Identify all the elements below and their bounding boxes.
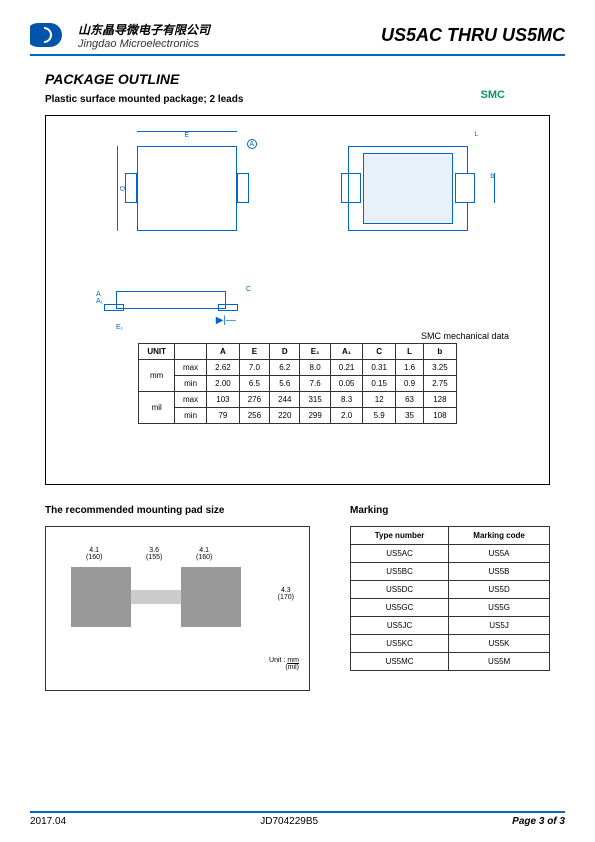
company-text: 山东晶导微电子有限公司 Jingdao Microelectronics (78, 21, 210, 50)
pad-diagram: 4.1(160) 3.6(155) 4.1(160) 4.3(170) (56, 542, 299, 652)
table-row: milmax1032762443158.31263128 (139, 392, 456, 408)
package-type-label: SMC (481, 89, 505, 101)
dim-e: E (137, 131, 237, 139)
part-number-title: US5AC THRU US5MC (381, 25, 565, 46)
pad-mid (131, 590, 181, 604)
package-body (137, 146, 237, 231)
lead-right (237, 173, 249, 203)
dim-b: b (490, 173, 495, 203)
bottom-section: The recommended mounting pad size 4.1(16… (45, 505, 550, 691)
pad-dim1: 4.1(160) (86, 547, 102, 561)
pad-unit: Unit : mm(mil) (56, 657, 299, 671)
company-name-cn: 山东晶导微电子有限公司 (78, 21, 210, 38)
diode-symbol-icon: ▶|— (216, 315, 236, 326)
marking-title: Marking (350, 505, 550, 516)
table-row: US5KCUS5K (351, 635, 550, 653)
table-row: US5MCUS5M (351, 653, 550, 671)
table-row: US5DCUS5D (351, 581, 550, 599)
mechanical-data-table: UNIT A E D E₁ A₁ C L b mmmax2.627.06.28.… (138, 343, 456, 424)
dim-e1: E₁ (116, 324, 123, 331)
footer-page: Page 3 of 3 (512, 816, 565, 827)
lead-left (125, 173, 137, 203)
page: 山东晶导微电子有限公司 Jingdao Microelectronics US5… (0, 0, 595, 842)
top-view-diagram: E A D (112, 131, 262, 251)
pad-left (71, 567, 131, 627)
th-a: A (207, 344, 240, 360)
table-header-row: UNIT A E D E₁ A₁ C L b (139, 344, 456, 360)
dim-l: L (474, 131, 478, 138)
dim-a: AA₁ (96, 291, 103, 305)
th-unit: UNIT (139, 344, 175, 360)
pad-dim2: 3.6(155) (146, 547, 162, 561)
footer-doc: JD704229B5 (260, 816, 318, 827)
th-blank (175, 344, 207, 360)
company-name-en: Jingdao Microelectronics (78, 38, 210, 50)
pad-diagram-box: 4.1(160) 3.6(155) 4.1(160) 4.3(170) Unit… (45, 526, 310, 691)
side-body (116, 291, 226, 309)
th-a1: A₁ (330, 344, 363, 360)
th-b: b (424, 344, 457, 360)
orientation-mark-a: A (247, 139, 257, 149)
table-row: min792562202992.05.935108 (139, 408, 456, 424)
table-row: mmmax2.627.06.28.00.210.311.63.25 (139, 360, 456, 376)
table-row: US5ACUS5A (351, 545, 550, 563)
th-l: L (395, 344, 423, 360)
table-row: US5GCUS5G (351, 599, 550, 617)
mech-data-title: SMC mechanical data (76, 331, 509, 341)
side-foot-l (104, 304, 124, 311)
th-c: C (363, 344, 396, 360)
package-subtitle: Plastic surface mounted package; 2 leads (45, 94, 243, 105)
bottom-view-diagram: L b (333, 131, 483, 251)
pad-right (181, 567, 241, 627)
outline-box: E A D L b AA₁ C E₁ ▶|— (45, 115, 550, 485)
side-view-diagram: AA₁ C E₁ ▶|— (96, 271, 256, 331)
bot-lead-right (455, 173, 475, 203)
company-logo-icon (30, 20, 70, 50)
pad-section: The recommended mounting pad size 4.1(16… (45, 505, 310, 691)
dim-c: C (246, 286, 251, 293)
bot-inner (363, 153, 453, 224)
diagram-row-top: E A D L b (76, 131, 519, 251)
th-d: D (270, 344, 300, 360)
side-foot-r (218, 304, 238, 311)
pad-dim3: 4.1(160) (196, 547, 212, 561)
footer-date: 2017.04 (30, 816, 66, 827)
table-row: min2.006.55.67.60.050.150.92.75 (139, 376, 456, 392)
th-e: E (239, 344, 269, 360)
marking-section: Marking Type numberMarking code US5ACUS5… (350, 505, 550, 691)
logo-area: 山东晶导微电子有限公司 Jingdao Microelectronics (30, 20, 381, 50)
package-outline-title: PACKAGE OUTLINE (45, 71, 565, 87)
header: 山东晶导微电子有限公司 Jingdao Microelectronics US5… (30, 20, 565, 56)
th-e1: E₁ (300, 344, 330, 360)
table-row: US5BCUS5B (351, 563, 550, 581)
dim-d: D (117, 146, 125, 231)
subtitle-row: Plastic surface mounted package; 2 leads… (30, 89, 565, 107)
marking-table: Type numberMarking code US5ACUS5A US5BCU… (350, 526, 550, 671)
marking-header-row: Type numberMarking code (351, 527, 550, 545)
table-row: US5JCUS5J (351, 617, 550, 635)
pad-title: The recommended mounting pad size (45, 505, 310, 516)
pad-dim-h: 4.3(170) (278, 587, 294, 601)
footer: 2017.04 JD704229B5 Page 3 of 3 (30, 811, 565, 827)
